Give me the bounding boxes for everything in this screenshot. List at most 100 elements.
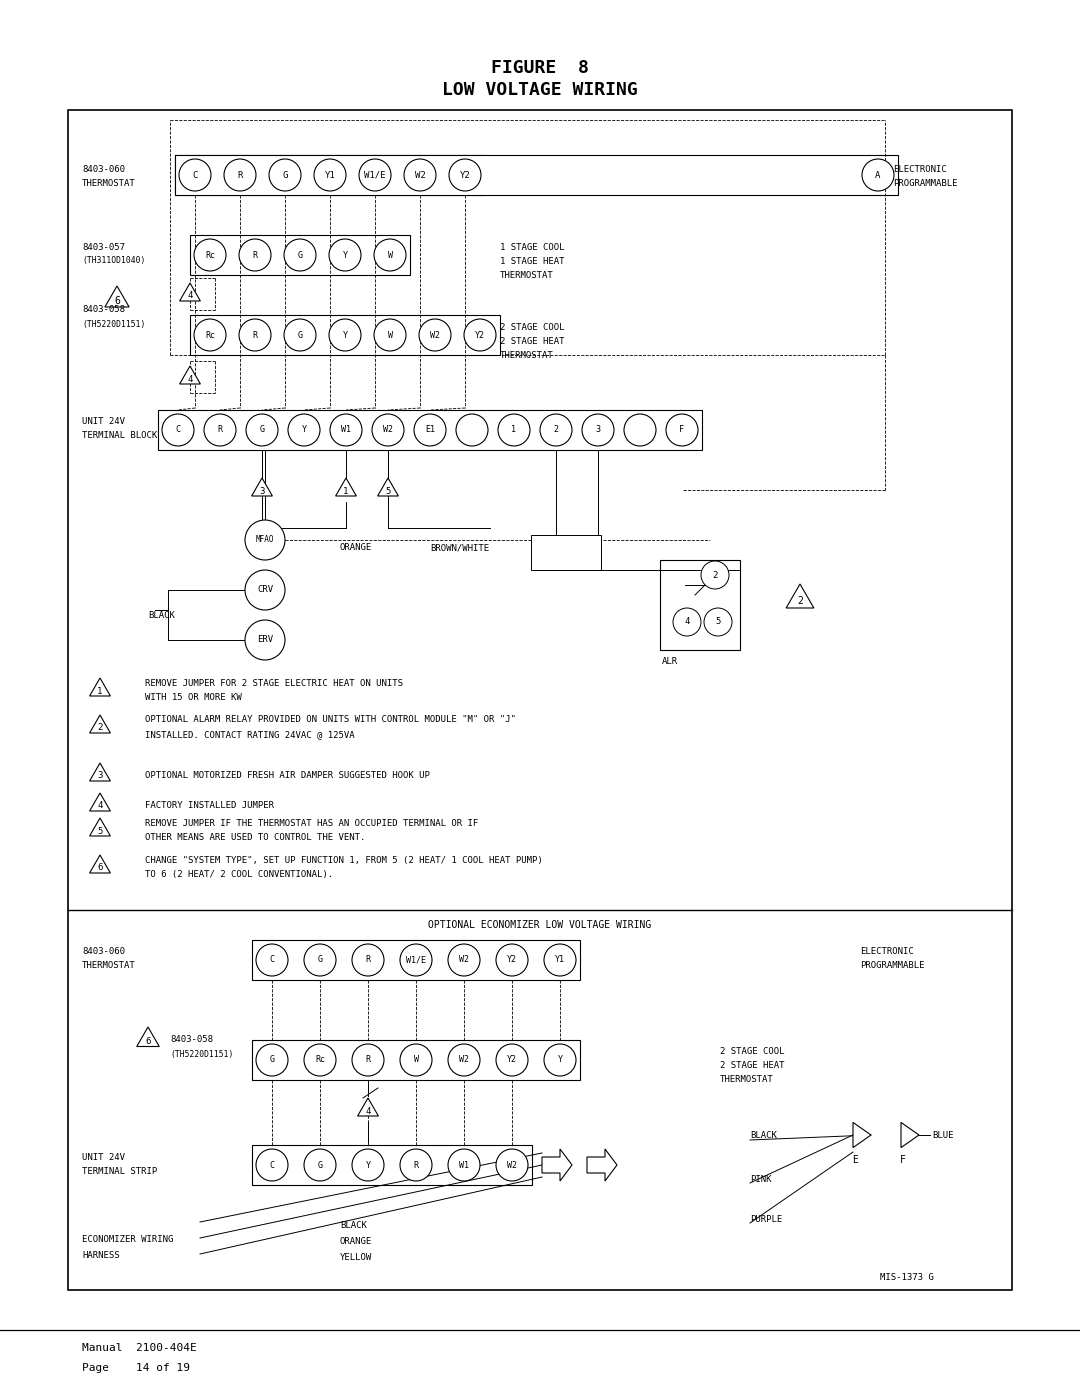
Bar bbox=[531, 535, 600, 570]
Circle shape bbox=[245, 520, 285, 560]
Text: Y: Y bbox=[557, 1056, 563, 1065]
Circle shape bbox=[496, 1044, 528, 1076]
Text: E: E bbox=[852, 1155, 858, 1165]
Text: W2: W2 bbox=[507, 1161, 517, 1169]
Text: THERMOSTAT: THERMOSTAT bbox=[500, 271, 554, 279]
Text: 4: 4 bbox=[97, 802, 103, 810]
Text: R: R bbox=[414, 1161, 419, 1169]
Text: G: G bbox=[297, 331, 302, 339]
Circle shape bbox=[456, 414, 488, 446]
Text: 8403-058: 8403-058 bbox=[82, 306, 125, 314]
Text: OPTIONAL ECONOMIZER LOW VOLTAGE WIRING: OPTIONAL ECONOMIZER LOW VOLTAGE WIRING bbox=[429, 921, 651, 930]
Text: CHANGE "SYSTEM TYPE", SET UP FUNCTION 1, FROM 5 (2 HEAT/ 1 COOL HEAT PUMP): CHANGE "SYSTEM TYPE", SET UP FUNCTION 1,… bbox=[145, 855, 543, 865]
Text: BROWN/WHITE: BROWN/WHITE bbox=[430, 543, 489, 552]
Circle shape bbox=[374, 239, 406, 271]
Text: UNIT 24V: UNIT 24V bbox=[82, 418, 125, 426]
Text: C: C bbox=[192, 170, 198, 179]
Text: 1: 1 bbox=[97, 686, 103, 696]
Circle shape bbox=[374, 319, 406, 351]
Text: 2 STAGE COOL: 2 STAGE COOL bbox=[720, 1048, 784, 1056]
Text: Y1: Y1 bbox=[325, 170, 336, 179]
Polygon shape bbox=[542, 1148, 572, 1180]
Text: W1/E: W1/E bbox=[364, 170, 386, 179]
Text: C: C bbox=[270, 1161, 274, 1169]
Polygon shape bbox=[90, 819, 110, 835]
Text: W2: W2 bbox=[459, 956, 469, 964]
Text: W: W bbox=[388, 250, 392, 260]
Text: ORANGE: ORANGE bbox=[340, 543, 373, 552]
Text: UNIT 24V: UNIT 24V bbox=[82, 1153, 125, 1161]
Text: REMOVE JUMPER FOR 2 STAGE ELECTRIC HEAT ON UNITS: REMOVE JUMPER FOR 2 STAGE ELECTRIC HEAT … bbox=[145, 679, 403, 687]
Text: 3: 3 bbox=[97, 771, 103, 781]
Circle shape bbox=[414, 414, 446, 446]
Circle shape bbox=[498, 414, 530, 446]
Text: ELECTRONIC: ELECTRONIC bbox=[860, 947, 914, 957]
Text: TO 6 (2 HEAT/ 2 COOL CONVENTIONAL).: TO 6 (2 HEAT/ 2 COOL CONVENTIONAL). bbox=[145, 870, 333, 880]
Text: R: R bbox=[365, 956, 370, 964]
Polygon shape bbox=[105, 286, 130, 307]
Text: FIGURE  8: FIGURE 8 bbox=[491, 59, 589, 77]
Text: Page    14 of 19: Page 14 of 19 bbox=[82, 1363, 190, 1373]
Text: Manual  2100-404E: Manual 2100-404E bbox=[82, 1343, 197, 1354]
Text: 4: 4 bbox=[187, 292, 192, 300]
Circle shape bbox=[544, 944, 576, 977]
Circle shape bbox=[245, 570, 285, 610]
Text: BLACK: BLACK bbox=[148, 610, 175, 619]
Text: 6: 6 bbox=[146, 1037, 151, 1045]
Bar bbox=[660, 560, 740, 650]
Bar bbox=[252, 940, 580, 981]
Polygon shape bbox=[90, 793, 110, 812]
Text: PINK: PINK bbox=[750, 1175, 771, 1185]
Text: W2: W2 bbox=[415, 170, 426, 179]
Circle shape bbox=[372, 414, 404, 446]
Circle shape bbox=[314, 159, 346, 191]
Text: Y2: Y2 bbox=[460, 170, 471, 179]
Circle shape bbox=[246, 414, 278, 446]
Text: 5: 5 bbox=[97, 827, 103, 835]
Text: OPTIONAL MOTORIZED FRESH AIR DAMPER SUGGESTED HOOK UP: OPTIONAL MOTORIZED FRESH AIR DAMPER SUGG… bbox=[145, 771, 430, 780]
Circle shape bbox=[224, 159, 256, 191]
Text: Y2: Y2 bbox=[507, 956, 517, 964]
Circle shape bbox=[303, 1148, 336, 1180]
Circle shape bbox=[330, 414, 362, 446]
Circle shape bbox=[269, 159, 301, 191]
Text: W1: W1 bbox=[459, 1161, 469, 1169]
Circle shape bbox=[162, 414, 194, 446]
Text: C: C bbox=[175, 426, 180, 434]
Circle shape bbox=[179, 159, 211, 191]
Polygon shape bbox=[90, 763, 110, 781]
Polygon shape bbox=[357, 1098, 378, 1116]
Text: 8403-060: 8403-060 bbox=[82, 947, 125, 957]
Circle shape bbox=[204, 414, 237, 446]
Circle shape bbox=[303, 944, 336, 977]
Text: 2 STAGE COOL: 2 STAGE COOL bbox=[500, 323, 565, 331]
Polygon shape bbox=[588, 1148, 617, 1180]
Text: 1 STAGE COOL: 1 STAGE COOL bbox=[500, 243, 565, 251]
Bar bbox=[175, 155, 485, 196]
Bar bbox=[175, 155, 897, 196]
Circle shape bbox=[329, 319, 361, 351]
Circle shape bbox=[329, 239, 361, 271]
Circle shape bbox=[496, 1148, 528, 1180]
Text: C: C bbox=[270, 956, 274, 964]
Circle shape bbox=[496, 944, 528, 977]
Polygon shape bbox=[137, 1027, 159, 1046]
Circle shape bbox=[303, 1044, 336, 1076]
Circle shape bbox=[673, 608, 701, 636]
Text: 2 STAGE HEAT: 2 STAGE HEAT bbox=[500, 337, 565, 345]
Text: TERMINAL BLOCK: TERMINAL BLOCK bbox=[82, 432, 158, 440]
Polygon shape bbox=[90, 855, 110, 873]
Text: 8403-060: 8403-060 bbox=[82, 165, 125, 173]
Circle shape bbox=[284, 319, 316, 351]
Text: HARNESS: HARNESS bbox=[82, 1252, 120, 1260]
Circle shape bbox=[449, 159, 481, 191]
Text: PROGRAMMABLE: PROGRAMMABLE bbox=[893, 179, 958, 187]
Text: ERV: ERV bbox=[257, 636, 273, 644]
Text: OPTIONAL ALARM RELAY PROVIDED ON UNITS WITH CONTROL MODULE "M" OR "J": OPTIONAL ALARM RELAY PROVIDED ON UNITS W… bbox=[145, 715, 516, 725]
Circle shape bbox=[404, 159, 436, 191]
Polygon shape bbox=[179, 284, 201, 300]
Text: R: R bbox=[365, 1056, 370, 1065]
Text: F: F bbox=[900, 1155, 906, 1165]
Text: Y: Y bbox=[365, 1161, 370, 1169]
Text: OTHER MEANS ARE USED TO CONTROL THE VENT.: OTHER MEANS ARE USED TO CONTROL THE VENT… bbox=[145, 834, 365, 842]
